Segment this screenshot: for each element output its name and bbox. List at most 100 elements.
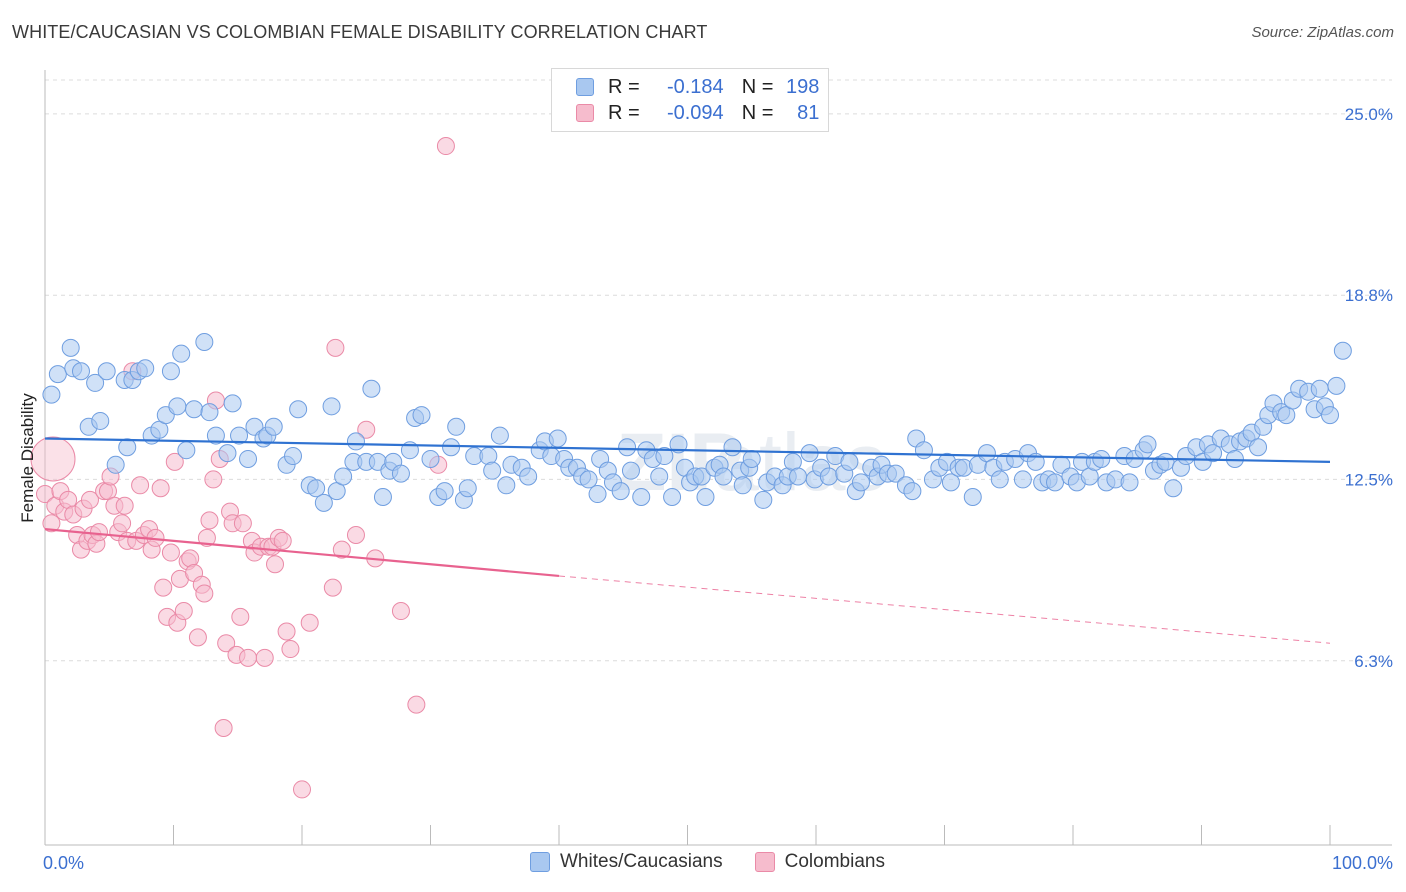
whites-point	[206, 426, 225, 445]
whites-point	[362, 379, 381, 398]
colombians-point	[300, 613, 319, 632]
whites-point	[346, 432, 365, 451]
whites-point	[990, 470, 1009, 489]
colombians-point	[277, 622, 296, 641]
whites-point	[136, 359, 155, 378]
whites-point	[723, 438, 742, 457]
legend-swatch-pink	[576, 104, 594, 122]
colombians-point	[266, 555, 285, 574]
colombians-point	[197, 528, 216, 547]
whites-point	[696, 487, 715, 506]
whites-point	[223, 394, 242, 413]
colombians-point	[346, 526, 365, 544]
y-tick-labels: 6.3% 12.5% 18.8% 25.0%	[1345, 105, 1393, 671]
whites-point	[819, 467, 838, 486]
correlation-legend: R = -0.184 N = 198 R = -0.094 N = 81	[551, 68, 829, 132]
whites-point	[218, 444, 237, 463]
whites-point	[71, 362, 90, 381]
whites-point	[851, 473, 870, 492]
colombians-point	[239, 648, 258, 667]
whites-point	[663, 487, 682, 506]
legend-swatch-blue	[576, 78, 594, 96]
whites-point	[373, 487, 392, 506]
whites-point	[200, 403, 219, 422]
colombians-point	[195, 584, 214, 603]
colombians-point	[174, 602, 193, 621]
whites-point	[1204, 444, 1223, 463]
legend-n-label: N =	[741, 75, 774, 98]
whites-point	[168, 397, 187, 416]
whites-point	[579, 470, 598, 489]
colombians-points	[30, 137, 455, 799]
legend-n-value: 198	[786, 75, 820, 98]
whites-point	[1333, 341, 1352, 360]
legend-r-value: -0.094	[666, 101, 724, 124]
colombians-point	[214, 719, 233, 738]
colombians-trend-line	[44, 528, 560, 578]
series-label-colombians: Colombians	[784, 851, 885, 872]
whites-point	[618, 438, 637, 457]
grid-lines	[45, 79, 1392, 662]
whites-point	[483, 461, 502, 480]
whites-point	[754, 490, 773, 509]
legend-r-value: -0.184	[666, 75, 724, 98]
whites-point	[1138, 435, 1157, 454]
colombians-point	[407, 695, 426, 714]
legend-row-whites: R = -0.184 N = 198	[576, 75, 819, 99]
whites-point	[1321, 406, 1339, 425]
colombians-point	[323, 578, 342, 597]
whites-point	[1120, 473, 1139, 492]
whites-point	[118, 438, 137, 457]
colombians-point	[332, 540, 351, 559]
y-tick-label: 18.8%	[1345, 286, 1393, 305]
whites-point	[284, 447, 303, 466]
colombians-point	[165, 452, 184, 471]
colombians-point	[273, 531, 292, 550]
legend-n-value: 81	[797, 101, 820, 124]
colombians-point	[161, 543, 180, 562]
whites-point	[195, 332, 214, 351]
legend-row-colombians: R = -0.094 N = 81	[576, 101, 819, 125]
whites-point	[322, 397, 341, 416]
colombians-point	[188, 628, 207, 647]
whites-point	[1164, 479, 1183, 498]
whites-point	[442, 438, 461, 457]
whites-point	[447, 417, 466, 436]
colombians-point	[255, 648, 274, 667]
whites-point	[497, 476, 516, 495]
colombians-point	[281, 640, 300, 659]
colombians-point	[30, 436, 76, 482]
whites-point	[42, 385, 61, 404]
whites-point	[588, 485, 607, 504]
trend-lines	[44, 437, 1331, 644]
colombians-trend-line-extension	[558, 575, 1331, 644]
colombians-point	[231, 607, 250, 626]
whites-point	[161, 362, 180, 381]
whites-point	[963, 487, 982, 506]
y-tick-label: 25.0%	[1345, 105, 1393, 124]
legend-r-label: R =	[608, 75, 640, 98]
y-tick-label: 12.5%	[1345, 470, 1393, 489]
whites-point	[886, 464, 905, 483]
whites-points	[42, 332, 1352, 512]
colombians-point	[293, 780, 311, 799]
legend-n-label: N =	[741, 101, 774, 124]
colombians-point	[115, 496, 134, 515]
y-axis-label: Female Disability	[18, 393, 37, 523]
colombians-point	[357, 420, 376, 439]
colombians-point	[89, 523, 108, 542]
whites-point	[692, 467, 711, 486]
source-label: Source: ZipAtlas.com	[1251, 24, 1394, 41]
whites-point	[650, 467, 669, 486]
colombians-point	[204, 470, 223, 489]
colombians-point	[233, 514, 252, 533]
whites-point	[621, 461, 640, 480]
whites-point	[91, 411, 110, 430]
whites-point	[1156, 452, 1175, 471]
whites-point	[421, 449, 440, 468]
whites-point	[239, 449, 258, 468]
x-tick-labels: 0.0% 100.0%	[43, 853, 1393, 873]
legend-r-label: R =	[608, 101, 640, 124]
whites-point	[1046, 473, 1065, 492]
